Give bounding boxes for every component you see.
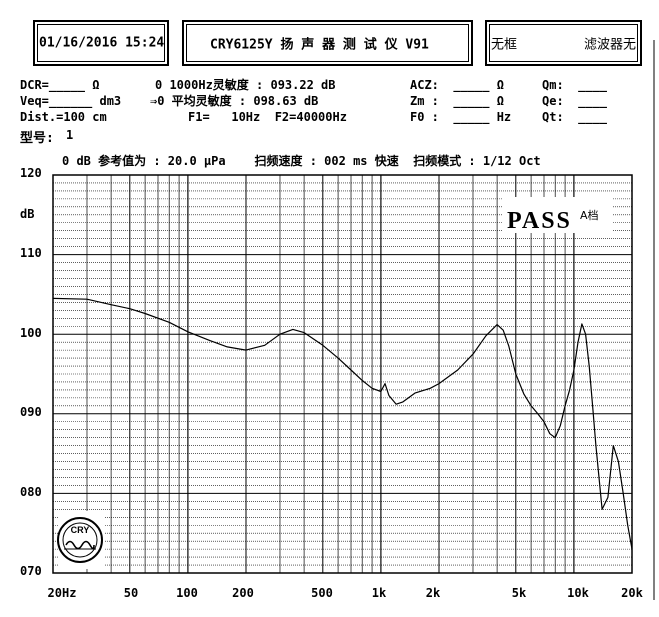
y-tick-label: 120 bbox=[20, 166, 42, 180]
y-axis-unit: dB bbox=[20, 207, 35, 221]
right-edge-frame bbox=[653, 40, 655, 600]
dcr-field: DCR=_____ Ω bbox=[20, 78, 100, 92]
zm-field: Zm : _____ Ω bbox=[410, 94, 504, 108]
reference-line: 0 dB 参考值为 : 20.0 μPa 扫频速度 : 002 ms 快速 扫频… bbox=[62, 154, 541, 168]
qt-field: Qt: ____ bbox=[542, 110, 608, 124]
minor-grid bbox=[53, 175, 632, 573]
y-tick-label: 080 bbox=[20, 485, 42, 499]
veq-field: Veq=______ dm3 bbox=[20, 94, 122, 108]
qm-field: Qm: ____ bbox=[542, 78, 608, 92]
x-tick-label: 100 bbox=[176, 586, 198, 600]
x-tick-label: 1k bbox=[371, 586, 387, 600]
acz-field: ACZ: _____ Ω bbox=[410, 78, 504, 92]
series-line-0 bbox=[52, 297, 633, 550]
y-tick-label: 100 bbox=[20, 326, 42, 340]
dist-field: Dist.=100 cm bbox=[20, 110, 107, 124]
filter-box: 无框 滤波器无 bbox=[485, 20, 642, 66]
x-tick-label: 50 bbox=[123, 586, 139, 600]
x-tick-label: 20k bbox=[621, 586, 643, 600]
x-tick-label: 200 bbox=[232, 586, 254, 600]
x-tick-label: 5k bbox=[511, 586, 527, 600]
y-tick-label: 110 bbox=[20, 246, 42, 260]
qe-field: Qe: ____ bbox=[542, 94, 608, 108]
sensitivity-avg: ⇒0 平均灵敏度 : 098.63 dB bbox=[150, 94, 319, 108]
sensitivity-1k: 0 1000Hz灵敏度 : 093.22 dB bbox=[155, 78, 336, 92]
title-box: CRY6125Y 扬 声 器 测 试 仪 V91 bbox=[182, 20, 473, 66]
model-label: 型号: bbox=[20, 131, 54, 146]
y-tick-label: 070 bbox=[20, 564, 42, 578]
gear-label: A档 bbox=[580, 208, 599, 222]
frequency-range: F1= 10Hz F2=40000Hz bbox=[188, 110, 347, 124]
datetime-box: 01/16/2016 15:24 bbox=[33, 20, 169, 66]
x-tick-label: 10k bbox=[567, 586, 589, 600]
model-value: 1 bbox=[66, 128, 74, 142]
verdict-backdrop bbox=[503, 197, 613, 233]
f0-field: F0 : _____ Hz bbox=[410, 110, 512, 124]
x-tick-label: 20Hz bbox=[47, 586, 77, 600]
y-tick-label: 090 bbox=[20, 405, 42, 419]
x-tick-label: 500 bbox=[311, 586, 333, 600]
x-tick-label: 2k bbox=[425, 586, 441, 600]
series-layer bbox=[52, 297, 633, 550]
plot-frame bbox=[52, 174, 633, 574]
logo-text: CRY bbox=[71, 525, 90, 535]
pass-verdict: PASS bbox=[507, 208, 572, 234]
cry-logo: CRY bbox=[57, 511, 104, 569]
